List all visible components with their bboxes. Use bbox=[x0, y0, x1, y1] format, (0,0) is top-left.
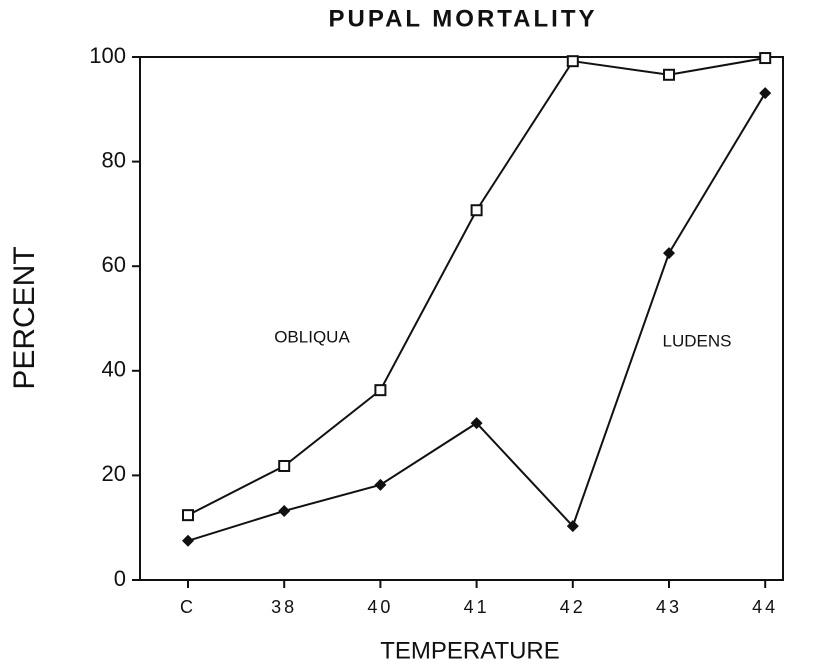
y-tick-label: 80 bbox=[102, 147, 126, 172]
x-tick-label: 43 bbox=[656, 597, 682, 617]
data-point bbox=[374, 384, 387, 397]
x-tick-label: 41 bbox=[464, 597, 490, 617]
x-tick-label: 44 bbox=[752, 597, 778, 617]
data-point bbox=[182, 534, 194, 547]
series-line bbox=[187, 92, 767, 542]
data-point bbox=[759, 52, 772, 65]
y-tick-label: 40 bbox=[102, 357, 126, 382]
data-point bbox=[470, 417, 483, 430]
data-point bbox=[182, 509, 194, 522]
plot-frame bbox=[139, 56, 784, 581]
x-tick-label: 42 bbox=[560, 597, 586, 617]
data-point bbox=[470, 204, 483, 217]
data-point bbox=[374, 478, 387, 491]
data-point bbox=[759, 87, 772, 100]
y-tick-label: 100 bbox=[89, 43, 126, 68]
x-tick-label: 38 bbox=[271, 597, 297, 617]
y-axis-label: PERCENT bbox=[8, 246, 41, 389]
y-tick-label: 20 bbox=[102, 461, 126, 486]
x-axis-label: TEMPERATURE bbox=[380, 637, 560, 664]
x-tick-label: C bbox=[180, 597, 196, 617]
series-line bbox=[187, 57, 766, 517]
data-point bbox=[566, 55, 579, 68]
series-label: LUDENS bbox=[663, 331, 732, 350]
data-point bbox=[566, 520, 579, 533]
series-label: OBLIQUA bbox=[274, 327, 350, 346]
data-point bbox=[278, 504, 291, 517]
data-point bbox=[663, 68, 675, 81]
x-tick-label: 40 bbox=[367, 597, 393, 617]
y-tick-label: 60 bbox=[102, 252, 126, 277]
data-point bbox=[278, 459, 291, 472]
chart-title: PUPAL MORTALITY bbox=[329, 5, 598, 32]
y-tick-label: 0 bbox=[114, 566, 126, 591]
data-point bbox=[663, 247, 675, 260]
